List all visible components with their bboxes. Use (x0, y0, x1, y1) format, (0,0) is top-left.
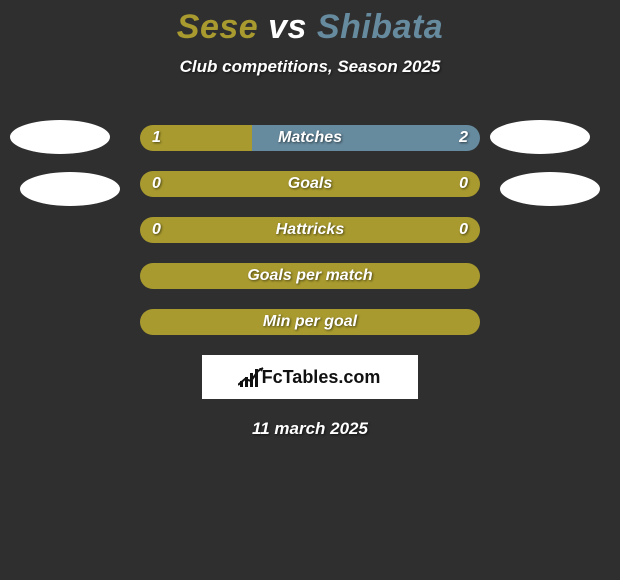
stat-bar-left (140, 171, 480, 197)
subtitle: Club competitions, Season 2025 (0, 57, 620, 77)
avatar-left-1 (10, 120, 110, 154)
stat-bar-left (140, 309, 480, 335)
stat-row-goals-per-match: Goals per match (140, 263, 480, 289)
stat-bar-left (140, 217, 480, 243)
stat-row-hattricks: Hattricks00 (140, 217, 480, 243)
stat-bar-left (140, 125, 252, 151)
logo-bars-icon (240, 367, 258, 387)
stat-rows: Matches12 Goals00 Hattricks00 Goals per mat… (0, 125, 620, 335)
avatar-right-1 (490, 120, 590, 154)
avatar-right-2 (500, 172, 600, 206)
fctables-logo: FcTables.com (202, 355, 418, 399)
stat-bar-right (252, 125, 480, 151)
comparison-title: Sese vs Shibata (0, 0, 620, 47)
stat-row-goals: Goals00 (140, 171, 480, 197)
avatar-left-2 (20, 172, 120, 206)
date-label: 11 march 2025 (0, 419, 620, 439)
stats-chart: Matches12 Goals00 Hattricks00 Goals per mat… (0, 125, 620, 439)
logo-text: FcTables.com (262, 367, 381, 388)
player-left-name: Sese (177, 8, 258, 46)
stat-row-min-per-goal: Min per goal (140, 309, 480, 335)
player-right-name: Shibata (317, 8, 443, 46)
title-vs: vs (268, 8, 307, 46)
stat-row-matches: Matches12 (140, 125, 480, 151)
stat-bar-left (140, 263, 480, 289)
